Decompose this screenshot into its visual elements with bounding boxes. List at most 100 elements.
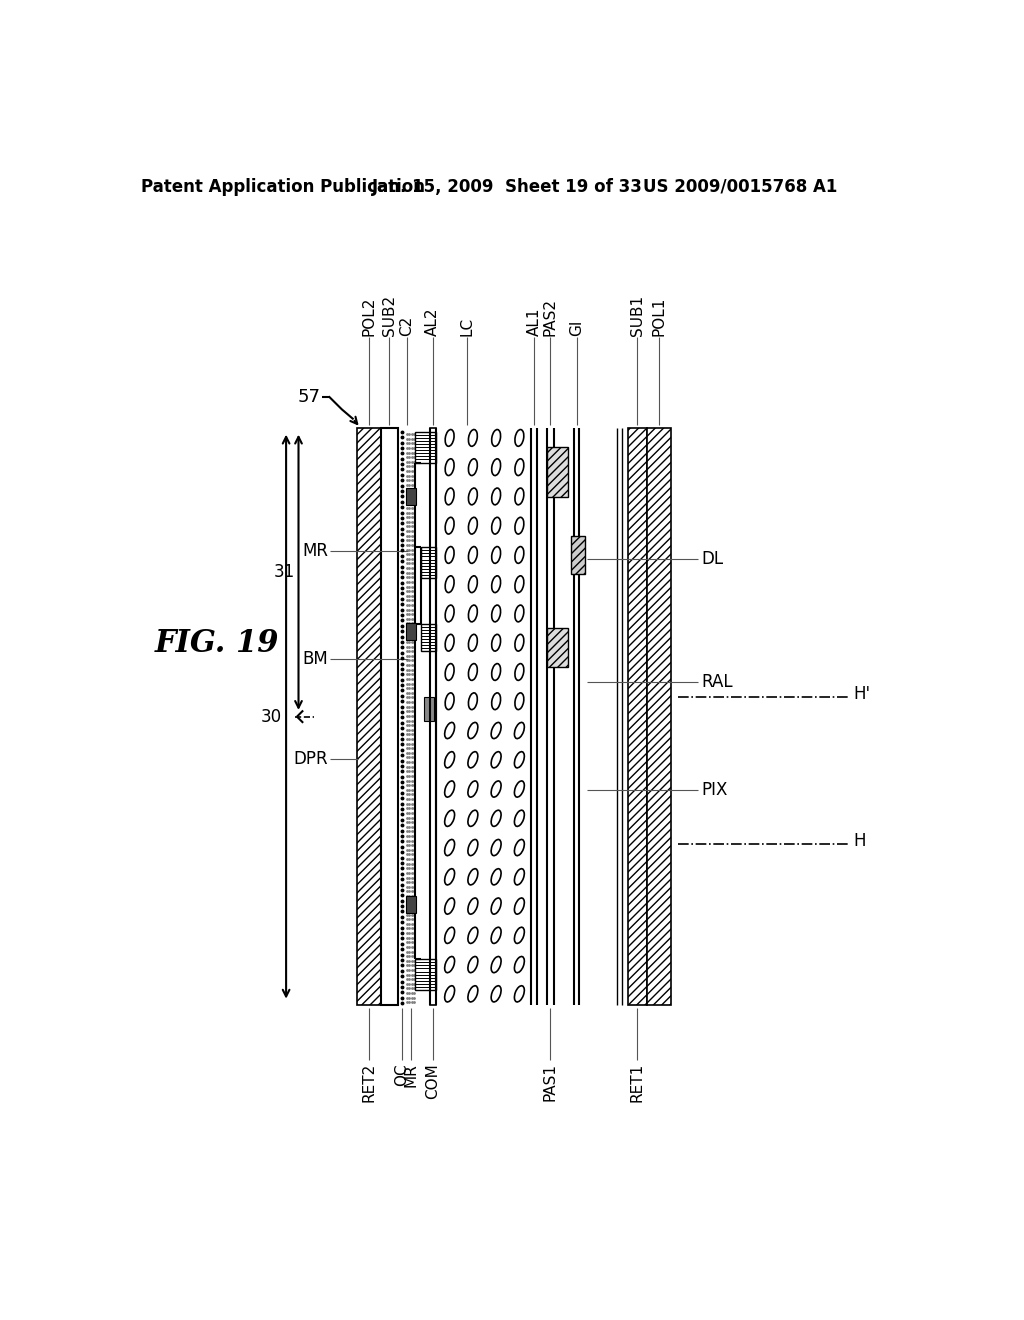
Ellipse shape bbox=[492, 840, 501, 855]
Text: OC: OC bbox=[394, 1063, 409, 1086]
Ellipse shape bbox=[468, 898, 478, 915]
Ellipse shape bbox=[515, 546, 524, 564]
Text: SUB2: SUB2 bbox=[382, 294, 396, 335]
Ellipse shape bbox=[444, 810, 455, 826]
Text: C2: C2 bbox=[399, 315, 415, 335]
Text: PAS1: PAS1 bbox=[543, 1063, 558, 1101]
Ellipse shape bbox=[468, 635, 477, 651]
Ellipse shape bbox=[515, 429, 524, 446]
Bar bbox=[421, 624, 436, 651]
Ellipse shape bbox=[492, 957, 501, 973]
Ellipse shape bbox=[492, 781, 501, 797]
Bar bbox=[407, 896, 416, 913]
Ellipse shape bbox=[444, 840, 455, 855]
Ellipse shape bbox=[468, 576, 477, 593]
Ellipse shape bbox=[468, 722, 478, 739]
Text: POL2: POL2 bbox=[361, 296, 377, 335]
Text: SUB1: SUB1 bbox=[630, 294, 645, 335]
Ellipse shape bbox=[444, 898, 455, 915]
Bar bbox=[547, 447, 568, 498]
Text: PIX: PIX bbox=[701, 781, 728, 799]
Ellipse shape bbox=[468, 957, 478, 973]
Ellipse shape bbox=[468, 810, 478, 826]
Ellipse shape bbox=[515, 693, 524, 710]
Ellipse shape bbox=[515, 517, 524, 535]
Ellipse shape bbox=[492, 546, 501, 564]
Bar bbox=[421, 548, 436, 578]
Ellipse shape bbox=[468, 781, 478, 797]
Ellipse shape bbox=[492, 869, 501, 884]
Ellipse shape bbox=[492, 722, 501, 739]
Ellipse shape bbox=[445, 664, 454, 680]
Text: MR: MR bbox=[302, 543, 328, 560]
Text: MR: MR bbox=[403, 1063, 419, 1086]
Ellipse shape bbox=[444, 869, 455, 884]
Ellipse shape bbox=[492, 751, 501, 768]
Ellipse shape bbox=[514, 722, 524, 739]
Ellipse shape bbox=[514, 781, 524, 797]
Ellipse shape bbox=[515, 488, 524, 504]
Text: H': H' bbox=[853, 685, 870, 704]
Ellipse shape bbox=[515, 605, 524, 622]
Ellipse shape bbox=[445, 693, 454, 710]
Ellipse shape bbox=[468, 927, 478, 944]
Ellipse shape bbox=[468, 986, 478, 1002]
Ellipse shape bbox=[468, 488, 477, 504]
Bar bbox=[356, 428, 381, 1006]
Ellipse shape bbox=[468, 693, 477, 710]
Bar bbox=[571, 536, 586, 574]
Text: RAL: RAL bbox=[701, 673, 733, 690]
Ellipse shape bbox=[445, 576, 454, 593]
Text: PAS2: PAS2 bbox=[543, 297, 558, 335]
Text: RET2: RET2 bbox=[361, 1063, 377, 1102]
Text: AL1: AL1 bbox=[526, 308, 542, 335]
Bar bbox=[424, 697, 434, 721]
Text: Patent Application Publication: Patent Application Publication bbox=[141, 178, 425, 195]
Ellipse shape bbox=[468, 751, 478, 768]
Text: 31: 31 bbox=[273, 564, 295, 581]
Text: FIG. 19: FIG. 19 bbox=[155, 628, 280, 659]
Ellipse shape bbox=[514, 869, 524, 884]
Ellipse shape bbox=[444, 722, 455, 739]
Text: 30: 30 bbox=[260, 708, 282, 726]
Ellipse shape bbox=[492, 986, 501, 1002]
Text: US 2009/0015768 A1: US 2009/0015768 A1 bbox=[643, 178, 838, 195]
Ellipse shape bbox=[514, 986, 524, 1002]
Ellipse shape bbox=[445, 429, 454, 446]
Text: POL1: POL1 bbox=[651, 296, 667, 335]
Ellipse shape bbox=[492, 459, 501, 475]
Text: Jan. 15, 2009  Sheet 19 of 33: Jan. 15, 2009 Sheet 19 of 33 bbox=[373, 178, 643, 195]
Ellipse shape bbox=[445, 546, 454, 564]
Ellipse shape bbox=[468, 664, 477, 680]
Ellipse shape bbox=[468, 869, 478, 884]
Ellipse shape bbox=[444, 957, 455, 973]
Text: GI: GI bbox=[569, 319, 585, 335]
Ellipse shape bbox=[492, 517, 501, 535]
Ellipse shape bbox=[445, 605, 454, 622]
Ellipse shape bbox=[514, 751, 524, 768]
Ellipse shape bbox=[468, 546, 477, 564]
Ellipse shape bbox=[444, 751, 455, 768]
Text: BM: BM bbox=[302, 649, 328, 668]
Ellipse shape bbox=[514, 810, 524, 826]
Text: DPR: DPR bbox=[293, 750, 328, 768]
Ellipse shape bbox=[445, 488, 454, 504]
Ellipse shape bbox=[492, 635, 501, 651]
Ellipse shape bbox=[492, 488, 501, 504]
Text: COM: COM bbox=[425, 1063, 440, 1098]
Ellipse shape bbox=[515, 459, 524, 475]
Ellipse shape bbox=[444, 986, 455, 1002]
Ellipse shape bbox=[444, 781, 455, 797]
Text: H: H bbox=[853, 832, 866, 850]
Text: 57: 57 bbox=[297, 388, 321, 407]
Ellipse shape bbox=[515, 635, 524, 651]
Ellipse shape bbox=[492, 810, 501, 826]
Bar bbox=[430, 428, 436, 1006]
Ellipse shape bbox=[445, 635, 454, 651]
Ellipse shape bbox=[492, 898, 501, 915]
Ellipse shape bbox=[468, 517, 477, 535]
Ellipse shape bbox=[492, 693, 501, 710]
Text: LC: LC bbox=[460, 317, 475, 335]
Ellipse shape bbox=[468, 840, 478, 855]
Bar bbox=[547, 628, 568, 667]
